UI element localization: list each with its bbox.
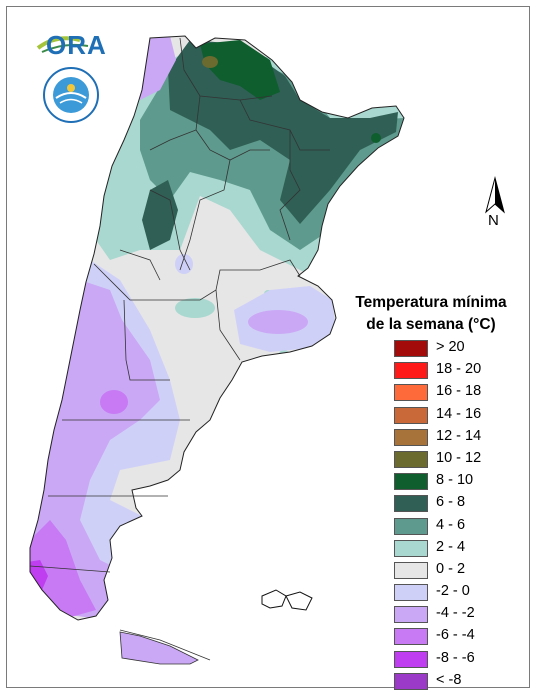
zone-neg2-0-spot — [175, 254, 193, 274]
legend-swatch — [394, 584, 428, 602]
legend-label: 8 - 10 — [436, 472, 474, 489]
legend-swatch — [394, 606, 428, 624]
north-label: N — [488, 212, 499, 229]
ora-logo-text: ORA — [46, 30, 107, 60]
legend-label: > 20 — [436, 339, 465, 355]
legend-label: -4 - -2 — [436, 605, 475, 622]
legend-label: -8 - -6 — [436, 649, 475, 666]
smn-emblem — [42, 66, 100, 124]
legend-swatch — [394, 428, 428, 446]
legend-label: -2 - 0 — [436, 583, 470, 600]
legend-swatch — [394, 473, 428, 491]
legend-label: 2 - 4 — [436, 538, 466, 555]
legend-swatch — [394, 561, 428, 579]
ora-swoosh-icon — [36, 36, 89, 53]
argentina-outline — [29, 35, 405, 621]
legend-swatch — [394, 650, 428, 668]
legend-swatch — [394, 450, 428, 468]
legend-swatch — [394, 340, 428, 357]
zone-2-4-island-a — [175, 298, 215, 318]
tierra-del-fuego — [119, 631, 199, 665]
ora-logo: ORA — [36, 28, 106, 60]
legend-label: 0 - 2 — [436, 560, 466, 577]
zone-neg4-neg2-east — [248, 310, 308, 334]
legend-swatch — [394, 628, 428, 646]
zone-6-8-north — [168, 40, 398, 224]
legend-title-line1: Temperatura mínima — [355, 294, 507, 311]
province-borders — [29, 37, 330, 661]
zone-10-12-spot — [202, 56, 218, 68]
zone-neg6-neg4-center — [100, 390, 128, 414]
zone-6-8-west — [142, 180, 178, 250]
zone-8-10-core — [200, 40, 280, 100]
legend-label: 10 - 12 — [436, 449, 482, 466]
legend-label: -6 - -4 — [436, 627, 475, 644]
legend-label: 14 - 16 — [436, 405, 482, 422]
north-arrow-icon — [485, 176, 505, 214]
legend-swatch — [394, 384, 428, 402]
smn-emblem-icon — [43, 67, 99, 123]
zone-2-4-island-c — [279, 350, 289, 358]
legend-label: 6 - 8 — [436, 494, 466, 511]
legend-swatch — [394, 517, 428, 535]
legend-label: 4 - 6 — [436, 516, 466, 533]
legend-label: < -8 — [436, 671, 462, 688]
legend-label: 12 - 14 — [436, 427, 482, 444]
north-arrow: N — [480, 176, 510, 234]
legend-swatch — [394, 362, 428, 380]
legend-swatch — [394, 539, 428, 557]
malvinas-islands — [261, 589, 313, 611]
legend-label: 16 - 18 — [436, 383, 482, 400]
legend-title-line2: de la semana (°C) — [366, 316, 496, 333]
zone-8-10-misiones — [371, 133, 381, 143]
legend: Temperatura mínima de la semana (°C) > 2… — [340, 292, 530, 690]
legend-swatch — [394, 672, 428, 690]
legend-swatch — [394, 495, 428, 513]
legend-label: 18 - 20 — [436, 361, 482, 378]
legend-swatch — [394, 406, 428, 424]
